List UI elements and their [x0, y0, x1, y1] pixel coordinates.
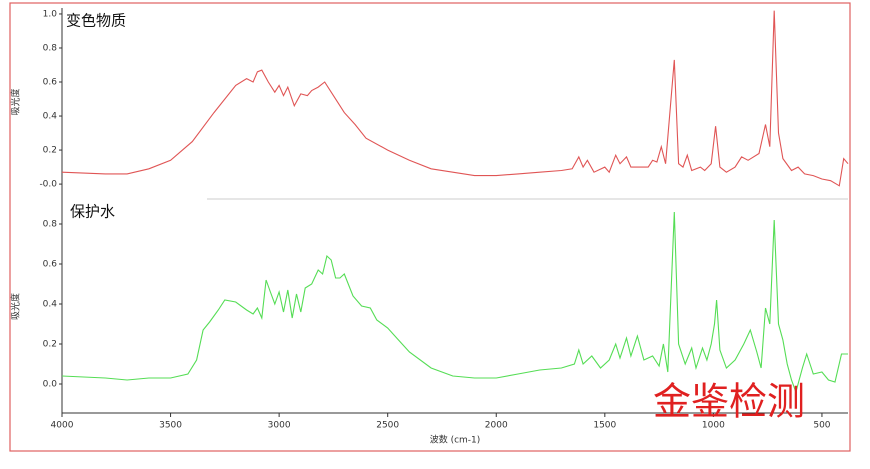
y-tick-label: -0.0 [39, 180, 57, 190]
y-tick-label: 1.0 [43, 9, 58, 19]
y-tick-label: 0.8 [43, 220, 58, 230]
y-axis-label: 吸光度 [10, 88, 22, 115]
y-tick-label: 0.2 [43, 146, 57, 156]
x-tick-label: 1500 [593, 421, 616, 431]
y-axis-label: 吸光度 [10, 293, 22, 320]
x-tick-label: 1000 [702, 421, 725, 431]
y-tick-label: 0.6 [43, 78, 58, 88]
spectrum-line [61, 10, 849, 187]
y-tick-label: 0.4 [43, 300, 58, 310]
x-tick-label: 2000 [485, 421, 508, 431]
y-tick-label: 0.6 [43, 260, 58, 270]
x-tick-label: 500 [813, 421, 830, 431]
y-tick-label: 0.2 [43, 340, 57, 350]
frame [9, 2, 851, 452]
x-tick-label: 3000 [268, 421, 291, 431]
y-tick-label: 0.0 [43, 380, 58, 390]
y-tick-label: 0.4 [43, 112, 58, 122]
x-tick-label: 4000 [51, 421, 74, 431]
watermark: 金鉴检测 [653, 380, 805, 424]
spectrum-line [61, 211, 848, 394]
y-tick-label: 0.8 [43, 43, 58, 53]
panel-title: 保护水 [70, 203, 115, 221]
panel-title: 变色物质 [66, 12, 126, 30]
x-tick-label: 2500 [376, 421, 399, 431]
x-axis-label: 波数 (cm-1) [430, 434, 481, 446]
x-tick-label: 3500 [159, 421, 182, 431]
